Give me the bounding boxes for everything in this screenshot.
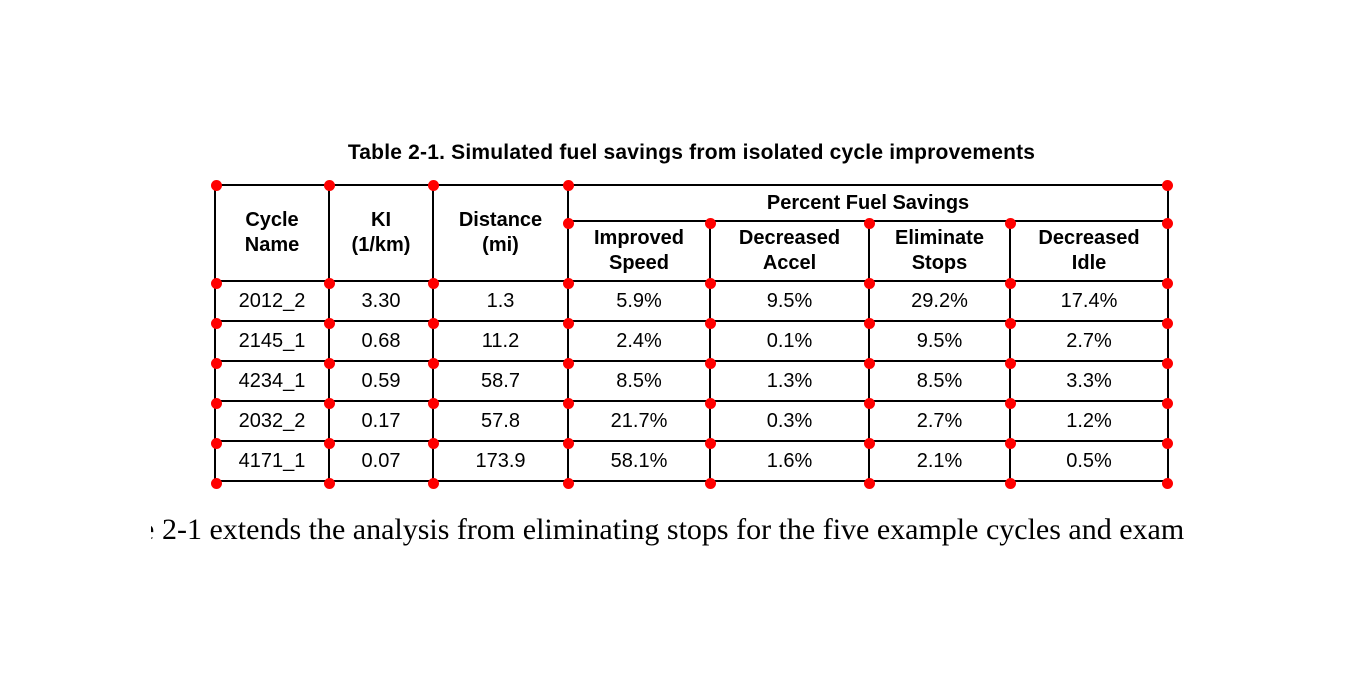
table-row: 2012_2 3.30 1.3 5.9% 9.5% 29.2% 17.4% [214, 280, 1170, 322]
table-row: 2032_2 0.17 57.8 21.7% 0.3% 2.7% 1.2% [214, 400, 1170, 442]
table-cell: 11.2 [432, 320, 569, 362]
table-cell: 3.30 [328, 280, 434, 322]
table-title: Table 2-1. Simulated fuel savings from i… [347, 141, 1036, 164]
table-cell: 58.7 [432, 360, 569, 402]
table-body: 2012_2 3.30 1.3 5.9% 9.5% 29.2% 17.4% 2145_1 0.6… [214, 280, 1170, 482]
table-cell: 4171_1 [214, 440, 330, 482]
table-cell: 1.6% [709, 440, 870, 482]
table-cell: 8.5% [868, 360, 1011, 402]
table-cell: 173.9 [432, 440, 569, 482]
table-cell: 0.07 [328, 440, 434, 482]
table-cell: 1.2% [1008, 400, 1170, 442]
col-header-distance: Distance (mi) [432, 184, 569, 282]
col-header-cycle-name: Cycle Name [214, 184, 330, 282]
table-cell: 1.3% [709, 360, 870, 402]
table-cell: 2.7% [1008, 320, 1170, 362]
table-cell: 2.1% [868, 440, 1011, 482]
body-text-fragment: 2-1 extends the analysis from eliminatin… [162, 513, 1185, 546]
table-row: 4234_1 0.59 58.7 8.5% 1.3% 8.5% 3.3% [214, 360, 1170, 402]
table-cell: 58.1% [567, 440, 711, 482]
col-header-decreased-accel: Decreased Accel [709, 220, 870, 282]
table-cell: 29.2% [868, 280, 1011, 322]
col-header-decreased-idle: Decreased Idle [1008, 220, 1170, 282]
fuel-savings-table: Cycle Name KI (1/km) Distance (mi) Perce… [214, 184, 1170, 482]
header-row-sub: Improved Speed Decreased Accel Eliminate… [215, 220, 1170, 282]
table-cell: 21.7% [567, 400, 711, 442]
table-cell: 0.68 [328, 320, 434, 362]
table-cell: 0.17 [328, 400, 434, 442]
table-cell: 0.5% [1008, 440, 1170, 482]
table-cell: 2.7% [868, 400, 1011, 442]
col-header-improved-speed: Improved Speed [567, 220, 711, 282]
table-row: 4171_1 0.07 173.9 58.1% 1.6% 2.1% 0.5% [214, 440, 1170, 482]
table-cell: 5.9% [567, 280, 711, 322]
table-cell: 9.5% [709, 280, 870, 322]
table-cell: 2.4% [567, 320, 711, 362]
table-cell: 1.3 [432, 280, 569, 322]
table-cell: 0.1% [709, 320, 870, 362]
col-header-ki: KI (1/km) [328, 184, 434, 282]
table-cell: 4234_1 [214, 360, 330, 402]
table-cell: 9.5% [868, 320, 1011, 362]
table-cell: 2032_2 [214, 400, 330, 442]
table-cell: 2012_2 [214, 280, 330, 322]
col-header-percent-fuel-savings: Percent Fuel Savings [566, 184, 1170, 222]
body-text: e2-1 extends the analysis from eliminati… [151, 513, 1184, 547]
partial-glyph: e [151, 513, 157, 547]
table-cell: 8.5% [567, 360, 711, 402]
table-cell: 2145_1 [214, 320, 330, 362]
table-cell: 3.3% [1008, 360, 1170, 402]
table-cell: 17.4% [1008, 280, 1170, 322]
table-cell: 57.8 [432, 400, 569, 442]
table-cell: 0.59 [328, 360, 434, 402]
table-cell: 0.3% [709, 400, 870, 442]
col-header-eliminate-stops: Eliminate Stops [868, 220, 1011, 282]
table-row: 2145_1 0.68 11.2 2.4% 0.1% 9.5% 2.7% [214, 320, 1170, 362]
header-row-top: Cycle Name KI (1/km) Distance (mi) Perce… [214, 184, 1170, 282]
